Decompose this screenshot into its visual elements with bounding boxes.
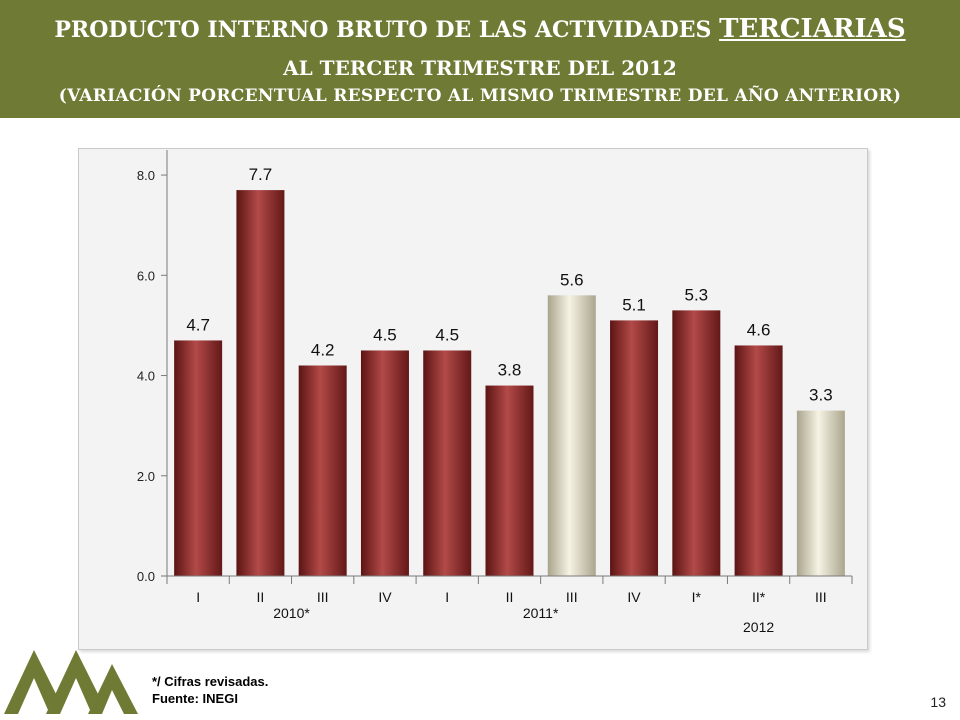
y-tick-label: 4.0 [137, 369, 155, 384]
year-group-label: 2012 [743, 619, 774, 635]
bar [547, 295, 596, 576]
bar [734, 345, 783, 576]
bar [672, 310, 721, 576]
bar [174, 340, 223, 576]
x-tick-label: III [815, 589, 827, 605]
data-label: 4.5 [435, 325, 459, 344]
page-note: (VARIACIÓN PORCENTUAL RESPECTO AL MISMO … [58, 86, 902, 106]
year-group-label: 2010* [273, 605, 310, 621]
bar [423, 350, 472, 576]
bar [485, 385, 534, 576]
source-note: Fuente: INEGI [152, 691, 238, 706]
y-tick-label: 2.0 [137, 469, 155, 484]
bar [236, 190, 285, 576]
data-label: 5.6 [560, 270, 584, 289]
revised-note: */ Cifras revisadas. [152, 674, 269, 689]
data-label: 4.7 [186, 315, 210, 334]
data-label: 4.2 [311, 341, 335, 360]
data-label: 5.3 [684, 285, 708, 304]
x-tick-label: III [317, 589, 329, 605]
data-label: 3.8 [498, 361, 522, 380]
x-tick-label: IV [627, 589, 641, 605]
bar [796, 410, 845, 576]
page-title: PRODUCTO INTERNO BRUTO DE LAS ACTIVIDADE… [0, 14, 960, 44]
y-tick-label: 6.0 [137, 268, 155, 283]
x-tick-label: III [566, 589, 578, 605]
data-label: 3.3 [809, 386, 833, 405]
x-tick-label: I* [692, 589, 702, 605]
title-banner: PRODUCTO INTERNO BRUTO DE LAS ACTIVIDADE… [0, 0, 960, 118]
data-label: 5.1 [622, 295, 646, 314]
x-tick-label: II [257, 589, 265, 605]
company-logo-icon [4, 650, 138, 714]
data-label: 7.7 [249, 165, 273, 184]
data-label: 4.5 [373, 325, 397, 344]
bar [360, 350, 409, 576]
x-tick-label: II* [752, 589, 766, 605]
x-tick-label: I [196, 589, 200, 605]
x-tick-label: I [445, 589, 449, 605]
data-label: 4.6 [747, 320, 771, 339]
title-prefix: PRODUCTO INTERNO BRUTO DE LAS ACTIVIDADE… [54, 17, 712, 43]
bar [298, 365, 347, 576]
title-highlight: TERCIARIAS [719, 14, 906, 44]
y-tick-label: 0.0 [137, 569, 155, 584]
y-tick-label: 8.0 [137, 168, 155, 183]
year-group-label: 2011* [523, 605, 559, 621]
bar [610, 320, 659, 576]
page-number: 13 [930, 694, 946, 710]
x-tick-label: II [506, 589, 514, 605]
footnote: */ Cifras revisadas. Fuente: INEGI [152, 673, 268, 707]
page-subtitle: AL TERCER TRIMESTRE DEL 2012 [283, 56, 677, 80]
x-tick-label: IV [378, 589, 392, 605]
